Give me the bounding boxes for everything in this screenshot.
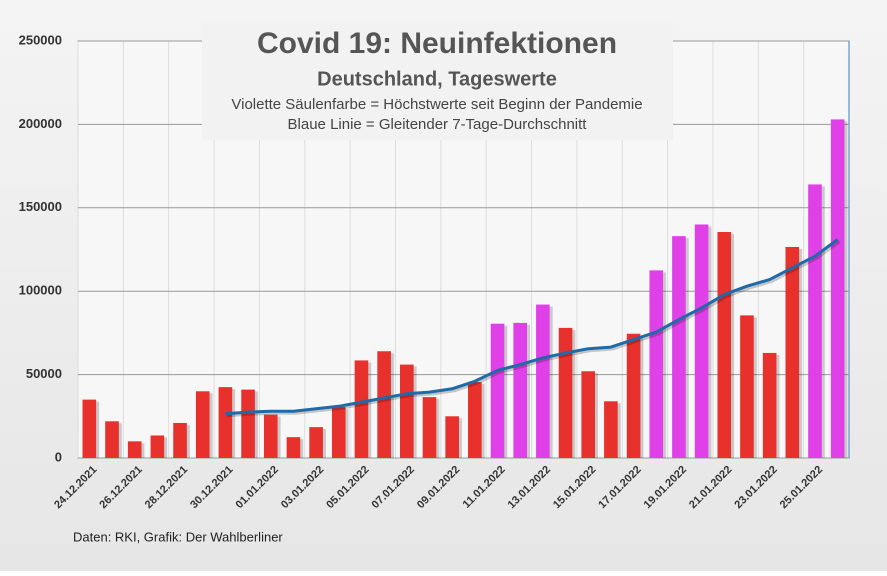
bar [672,236,686,458]
bar [808,184,822,458]
annotation: Violette Säulenfarbe = Höchstwerte seit … [231,96,642,113]
y-tick-label: 200000 [19,116,62,131]
bar [468,382,482,458]
y-tick-label: 50000 [26,366,62,381]
bar [422,397,437,458]
bar [105,421,119,458]
bar [150,435,165,458]
bar [830,119,845,458]
bar [195,391,210,458]
bar [354,360,369,458]
bar [218,387,233,458]
bar [762,352,777,458]
bar [309,427,323,458]
bar [536,304,550,458]
bar [173,422,187,458]
title-box [202,22,673,140]
bar [331,407,346,458]
bar [263,414,278,458]
y-tick-label: 0 [55,449,62,464]
bar [626,333,641,458]
bar [445,416,459,458]
bar [717,231,732,458]
bar [604,401,618,458]
bar [740,315,754,458]
bar [785,246,800,458]
bar [490,323,505,458]
annotation: Blaue Linie = Gleitender 7-Tage-Durchsch… [288,116,588,133]
y-tick-label: 100000 [19,283,62,298]
bar [649,270,664,458]
y-tick-label: 150000 [19,199,62,214]
chart-subtitle: Deutschland, Tageswerte [317,68,557,90]
line-shadow [227,240,841,418]
source: Daten: RKI, Grafik: Der Wahlberliner [73,529,283,544]
chart-title: Covid 19: Neuinfektionen [257,27,617,60]
bar [241,389,255,458]
bar [513,322,527,458]
line [225,238,839,416]
bar [694,224,709,458]
bar [127,441,142,458]
bar [558,327,573,458]
bar [581,371,596,458]
bar [377,351,391,458]
bar [400,364,414,458]
bar [82,399,97,458]
bar [286,437,301,458]
y-tick-label: 250000 [19,32,62,47]
